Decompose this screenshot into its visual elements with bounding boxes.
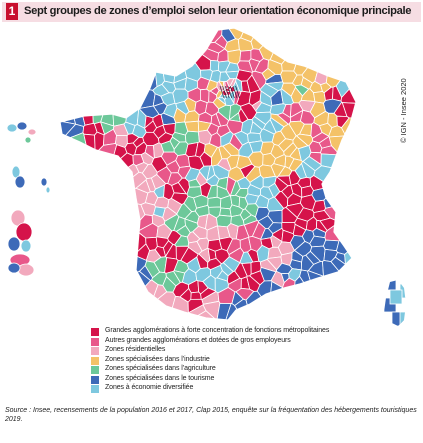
legend-label: Zones à économie diversifiée <box>105 384 194 391</box>
legend-label: Zones résidentielles <box>105 346 166 353</box>
martinique-zone <box>14 175 26 189</box>
employment-zone <box>232 80 241 92</box>
employment-zone <box>60 196 146 231</box>
employment-zone <box>75 163 140 209</box>
employment-zone <box>124 28 224 46</box>
employment-zone <box>60 28 94 126</box>
guadeloupe-zone <box>27 128 37 136</box>
employment-zone <box>209 60 220 72</box>
guyane-zone <box>20 239 32 253</box>
employment-zone <box>91 279 159 320</box>
paris-hatch-line <box>222 85 227 99</box>
mainland-france-outline <box>59 27 357 321</box>
employment-zone <box>313 165 356 188</box>
legend-label: Zones spécialisées dans l’agriculture <box>105 365 216 372</box>
employment-zone <box>341 102 356 119</box>
source-note: Source : Insee, recensements de la popul… <box>5 407 417 423</box>
employment-zone <box>268 280 303 320</box>
employment-zone <box>344 224 356 320</box>
paris-hatch-line <box>224 85 230 99</box>
employment-zone <box>323 195 356 223</box>
guadeloupe-zone <box>16 121 28 131</box>
legend-swatch <box>91 328 99 336</box>
employment-zone <box>282 277 296 310</box>
employment-zone <box>323 176 356 209</box>
employment-zone <box>118 82 156 110</box>
paris-hatch-line <box>235 85 240 99</box>
guyane-zone <box>15 222 33 242</box>
employment-zone <box>322 260 356 320</box>
employment-zone <box>60 270 152 320</box>
legend-label: Zones spécialisées dans le tourisme <box>105 374 215 382</box>
overseas-territories <box>6 121 51 277</box>
employment-zone <box>293 28 340 76</box>
employment-zone <box>325 28 356 88</box>
figure-title-bar: 1 Sept groupes de zones d’emploi selon l… <box>2 2 421 22</box>
employment-zone <box>60 245 148 319</box>
employment-zone <box>87 28 120 125</box>
employment-zone <box>75 143 118 209</box>
france-employment-zones-map <box>6 27 406 326</box>
employment-zone <box>173 44 188 84</box>
employment-zone <box>239 49 252 62</box>
employment-zone <box>341 117 356 163</box>
figure-title: Sept groupes de zones d’emploi selon leu… <box>24 5 412 17</box>
corsica-zone <box>389 289 403 305</box>
corsica-zone <box>384 280 397 291</box>
paris-hatch-line <box>230 85 235 99</box>
employment-zone <box>269 28 321 65</box>
mayotte-zone <box>40 177 48 187</box>
mayotte-zone <box>45 186 51 194</box>
corsica-zone <box>399 311 406 326</box>
employment-zone <box>336 214 356 255</box>
legend-swatch <box>91 347 99 355</box>
employment-zone <box>340 54 356 106</box>
reunion-zone <box>17 263 35 277</box>
reunion-zone <box>7 262 21 274</box>
employment-zone <box>328 135 356 181</box>
legend-label: Grandes agglomérations à forte concentra… <box>105 327 330 334</box>
legend-label: Autres grandes agglomérations et dotées … <box>105 336 291 344</box>
employment-zone <box>148 28 165 88</box>
employment-zone <box>314 28 334 86</box>
employment-zone <box>100 87 115 127</box>
copyright-notice: © IGN - Insee 2020 <box>399 78 408 143</box>
guadeloupe-zone <box>24 136 32 144</box>
employment-zone <box>60 28 158 91</box>
employment-zone <box>93 152 134 191</box>
legend-label: Zones spécialisées dans l’industrie <box>105 355 210 363</box>
employment-zone <box>60 28 86 127</box>
employment-zone <box>207 196 222 208</box>
employment-zone <box>60 28 77 125</box>
guyane-zone <box>7 236 21 252</box>
employment-zone <box>60 229 147 256</box>
legend-swatch <box>91 366 99 374</box>
employment-zone <box>335 28 356 99</box>
figure-number-badge: 1 <box>6 3 18 20</box>
paris-hatch-line <box>219 85 225 99</box>
employment-zone <box>220 303 258 320</box>
employment-zone <box>216 90 223 99</box>
paris-region-zones <box>219 85 240 99</box>
guadeloupe-zone <box>6 123 18 133</box>
legend-swatch <box>91 385 99 393</box>
legend-swatch <box>91 375 99 384</box>
legend-swatch <box>91 356 99 365</box>
employment-zone <box>60 132 91 293</box>
paris-hatch-line <box>227 85 233 99</box>
employment-zone <box>250 28 294 50</box>
employment-zone <box>114 291 176 320</box>
employment-zone <box>226 78 235 87</box>
corsica-zones <box>384 280 406 326</box>
employment-zone <box>245 290 287 320</box>
paris-hatch-line <box>232 85 238 99</box>
employment-zone <box>190 291 202 300</box>
legend-swatch <box>91 337 99 346</box>
